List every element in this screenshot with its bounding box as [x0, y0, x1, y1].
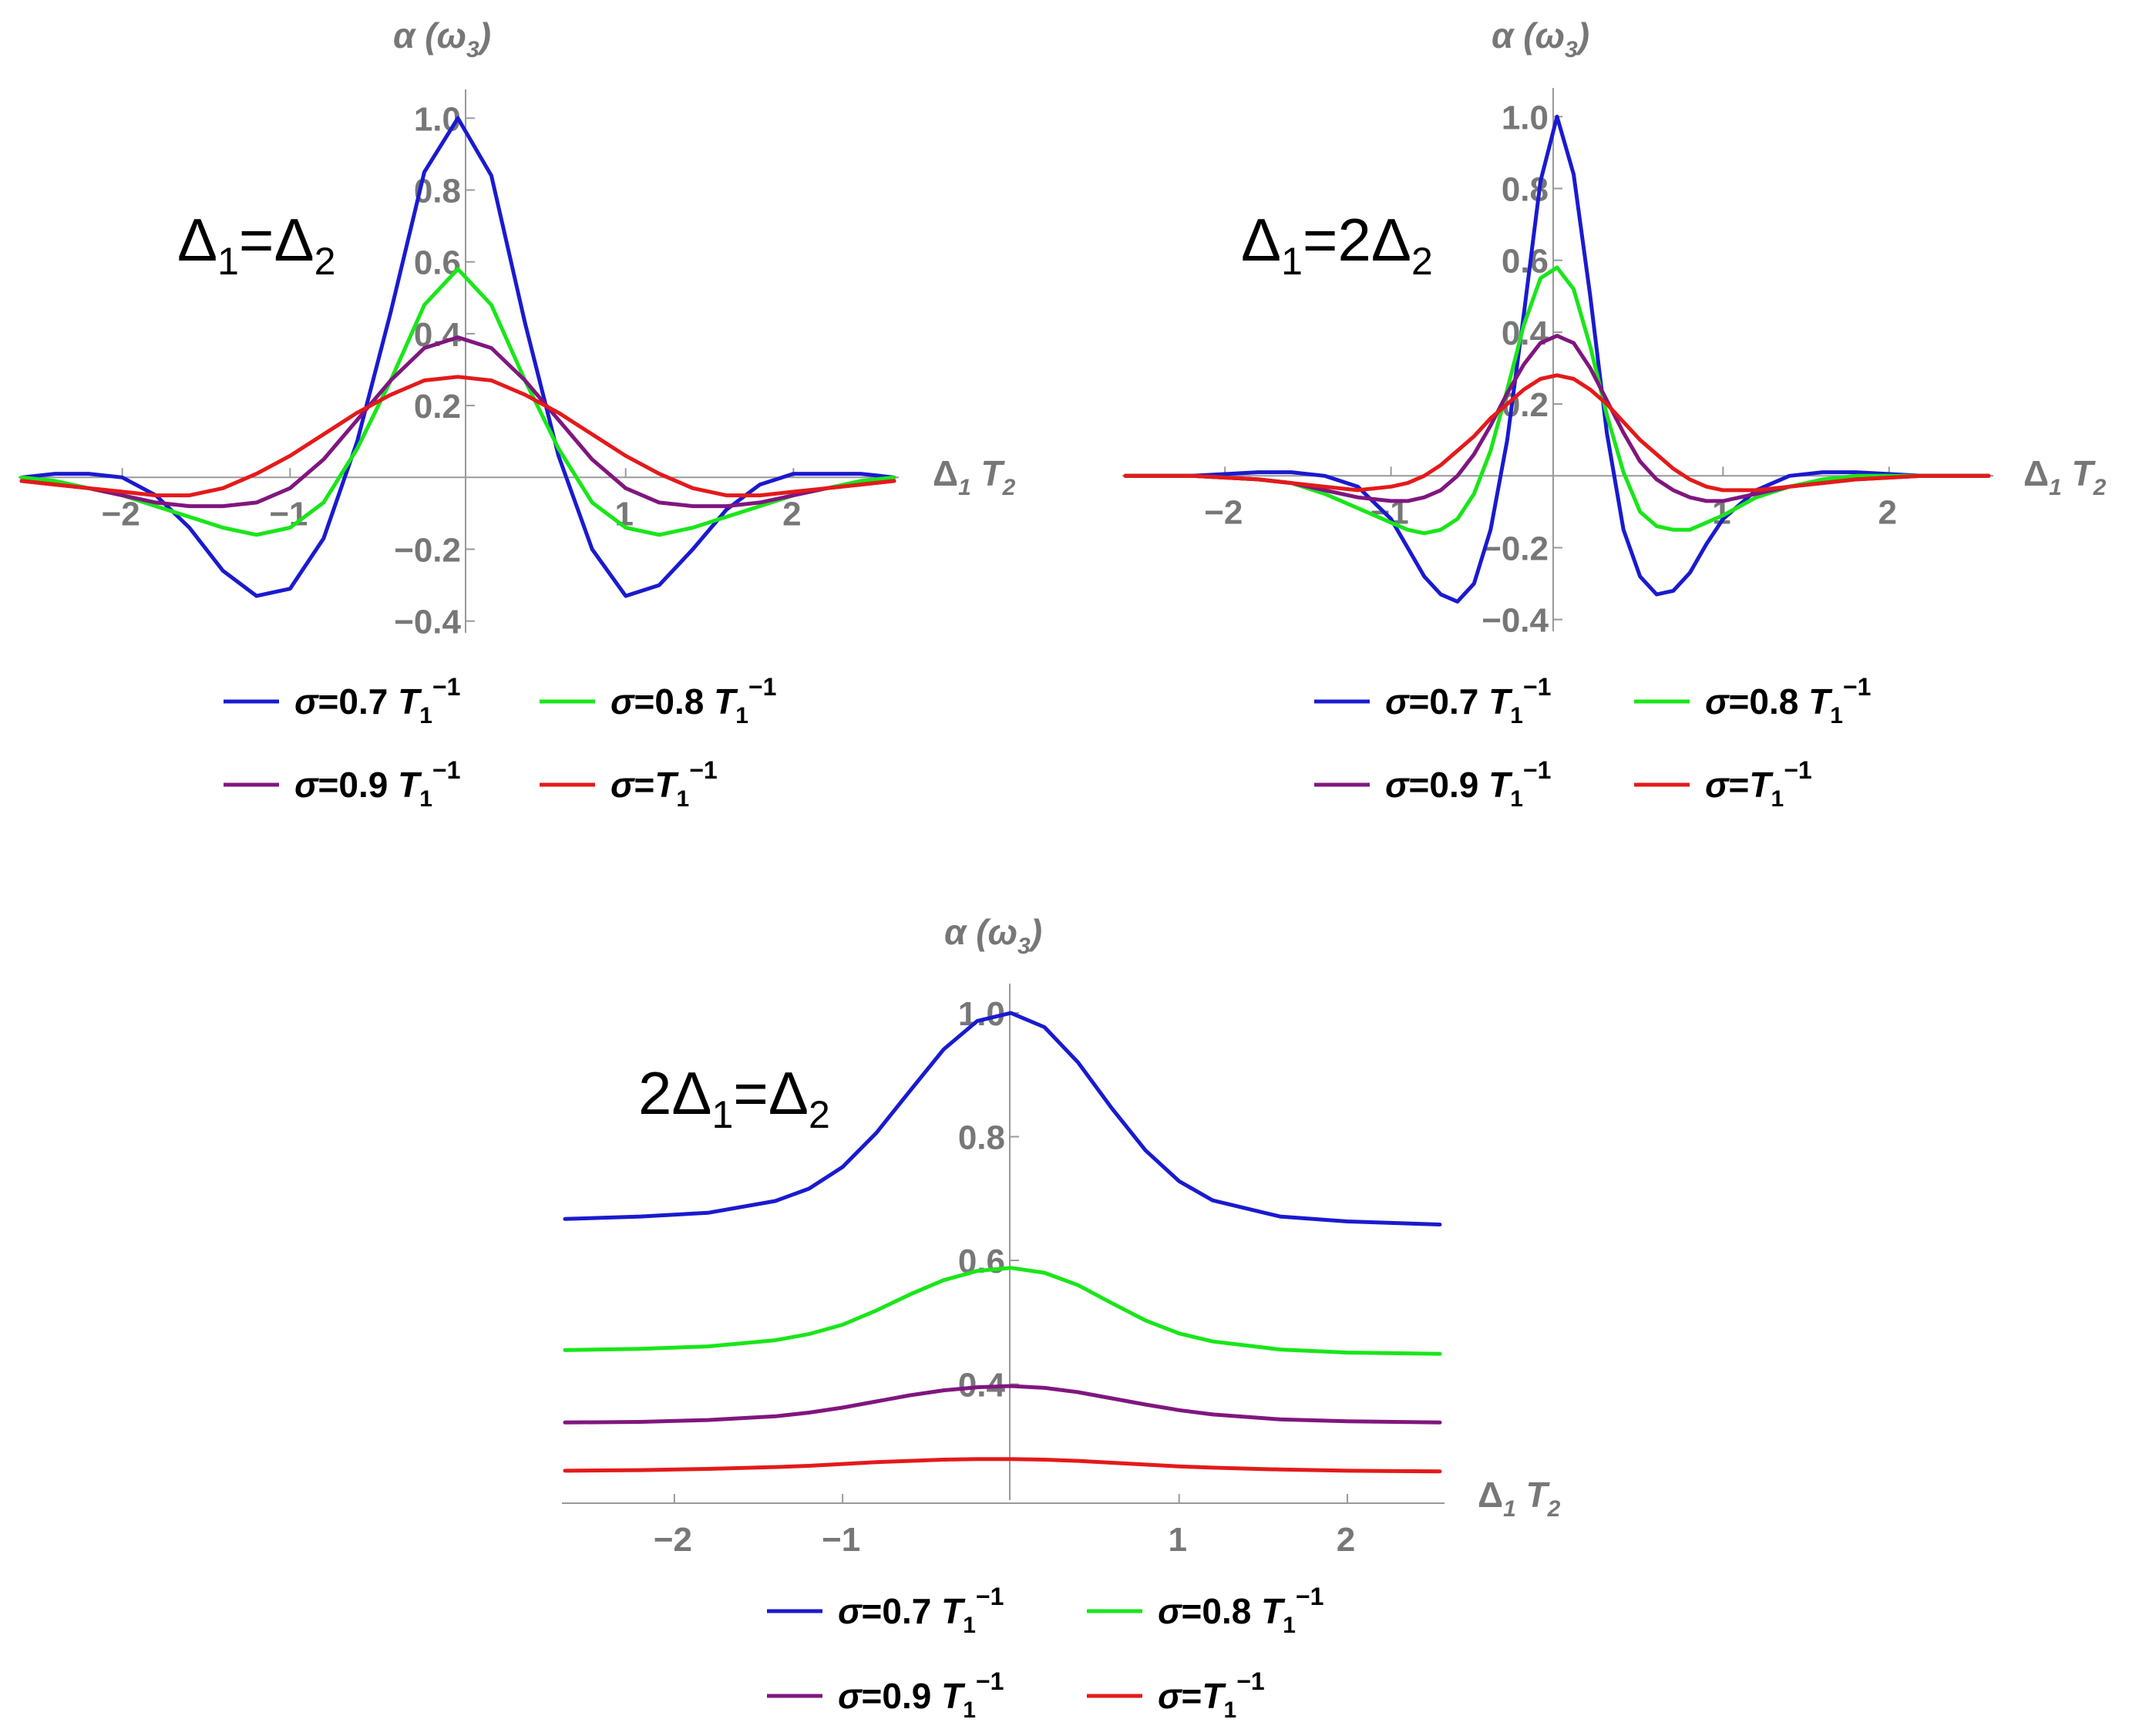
series-line-1 [563, 1011, 1442, 1226]
y-tick-label: 1.0 [1502, 99, 1549, 136]
legend-label-2: σ=0.8 T1−1 [1158, 1583, 1323, 1638]
y-tick-label: 0.8 [958, 1119, 1005, 1157]
x-tick-label: −2 [102, 495, 140, 533]
x-axis-label: Δ1 T2 [1478, 1475, 1561, 1522]
y-tick-label: −0.4 [394, 604, 461, 641]
x-tick-label: −1 [822, 1521, 860, 1559]
y-tick-label: 0.4 [414, 316, 462, 354]
y-tick-label: 0.2 [414, 388, 461, 426]
series-line-4 [19, 375, 896, 498]
x-tick-label: 2 [782, 495, 801, 533]
x-axis-label: Δ1 T2 [933, 453, 1016, 500]
y-tick-label: −0.4 [1481, 602, 1549, 640]
y-axis-label: α (ω3) [944, 912, 1042, 959]
y-tick-label: 1.0 [414, 100, 461, 138]
legend-label-1: σ=0.7 T1−1 [294, 673, 460, 728]
legend-label-1: σ=0.7 T1−1 [1385, 673, 1551, 728]
series-line-4 [563, 1457, 1442, 1474]
y-tick-label: 1.0 [958, 995, 1005, 1033]
legend-label-3: σ=0.9 T1−1 [1385, 756, 1551, 812]
legend-label-3: σ=0.9 T1−1 [294, 756, 460, 812]
series-line-1 [1123, 114, 1991, 604]
series-line-1 [19, 116, 896, 598]
legend-label-4: σ=T1−1 [1158, 1667, 1265, 1723]
y-tick-label: −0.2 [394, 531, 461, 569]
x-axis-label: Δ1 T2 [2023, 453, 2107, 500]
x-tick-label: 1 [1168, 1521, 1186, 1559]
y-axis-label: α (ω3) [1492, 15, 1589, 62]
legend: σ=0.7 T1−1 σ=0.8 T1−1 σ=0.9 T1−1 σ=T1−1 [1314, 673, 1871, 812]
x-tick-label: −2 [654, 1521, 692, 1559]
legend-label-2: σ=0.8 T1−1 [1705, 673, 1871, 728]
y-tick-label: 0.6 [1502, 243, 1549, 281]
legend-label-4: σ=T1−1 [1705, 756, 1812, 812]
legend: σ=0.7 T1−1 σ=0.8 T1−1 σ=0.9 T1−1 σ=T1−1 [224, 673, 776, 812]
condition-label: Δ1=Δ2 [177, 206, 335, 283]
series-line-3 [563, 1384, 1442, 1425]
series-line-2 [1123, 265, 1991, 536]
y-tick-label: −0.2 [1481, 530, 1549, 567]
x-tick-label: 2 [1878, 493, 1897, 531]
x-tick-label: 2 [1337, 1521, 1355, 1559]
series-line-3 [19, 335, 896, 509]
x-tick-label: −2 [1204, 493, 1243, 531]
legend-label-1: σ=0.7 T1−1 [838, 1583, 1004, 1638]
legend-label-2: σ=0.8 T1−1 [610, 673, 776, 728]
chart-panel-1: −2 −1 1 2−0.4−0.20.20.40.60.81.0Δ1 T2α (ω3)… [18, 15, 1016, 812]
y-tick-label: 0.6 [414, 244, 461, 282]
y-axis-label: α (ω3) [393, 15, 491, 62]
legend: σ=0.7 T1−1 σ=0.8 T1−1 σ=0.9 T1−1 σ=T1−1 [767, 1583, 1323, 1723]
legend-label-3: σ=0.9 T1−1 [838, 1667, 1004, 1723]
series-line-2 [19, 267, 896, 537]
chart-panel-3: −2 −1 1 20.40.60.81.0Δ1 T2α (ω3)2Δ1=Δ2σ=0.7… [562, 912, 1561, 1723]
condition-label: 2Δ1=Δ2 [638, 1059, 830, 1136]
series-line-3 [1123, 334, 1991, 503]
series-line-4 [1123, 373, 1991, 493]
legend-label-4: σ=T1−1 [610, 756, 718, 812]
chart-panel-2: −2 −1 1 2−0.4−0.20.20.40.60.81.0Δ1 T2α (ω3)… [1122, 15, 2107, 812]
condition-label: Δ1=2Δ2 [1241, 206, 1433, 283]
series-line-2 [563, 1266, 1442, 1356]
